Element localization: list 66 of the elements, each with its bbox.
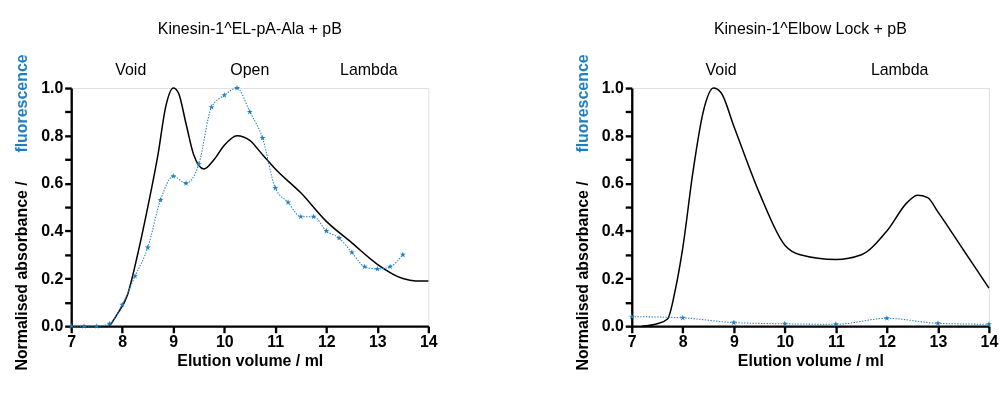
y-tick-label: 0.0: [601, 317, 624, 335]
point: [285, 199, 292, 205]
point: [106, 320, 113, 327]
y-tick-label: 0.6: [41, 174, 64, 192]
text: Lambda: [340, 60, 398, 78]
x-tick-label: 11: [827, 333, 845, 351]
y-tick-label: 0.6: [601, 174, 624, 192]
y-tick-label: 0.2: [41, 269, 64, 287]
text: Normalised absorbance / fluorescence: [13, 54, 31, 371]
x-tick-label: 10: [776, 333, 795, 351]
y-tick-label: 1.0: [41, 79, 64, 97]
text: Open: [230, 60, 270, 78]
y-tick-label: 0.4: [601, 222, 624, 240]
point: [81, 323, 87, 329]
point: [259, 134, 266, 141]
x-tick-label: 8: [678, 333, 688, 351]
point: [195, 161, 202, 167]
point: [387, 263, 394, 270]
point: [985, 321, 992, 327]
point: [310, 213, 317, 220]
x-tick-label: 9: [169, 333, 179, 351]
y-tick-label: 0.4: [41, 222, 64, 240]
point: [374, 265, 381, 272]
y-tick-label: 0.0: [41, 317, 64, 335]
x-tick-label: 14: [980, 333, 999, 351]
point: [234, 84, 241, 91]
point: [144, 244, 151, 251]
chart-title: Kinesin-1^EL-pA-Ala + pB: [157, 19, 342, 37]
text: Lambda: [870, 60, 929, 78]
x-tick-label: 11: [267, 333, 285, 351]
point: [221, 92, 228, 98]
chart-title: Kinesin-1^Elbow Lock + pB: [713, 19, 907, 37]
x-axis-title: Elution volume / ml: [177, 352, 324, 370]
y-tick-label: 0.2: [601, 269, 624, 287]
point: [272, 184, 279, 191]
point: [157, 196, 164, 203]
y-tick-label: 0.8: [41, 126, 64, 144]
x-tick-label: 8: [118, 333, 128, 351]
x-tick-label: 14: [419, 333, 438, 351]
y-tick-label: 1.0: [601, 79, 624, 97]
point: [348, 249, 355, 255]
x-tick-label: 12: [317, 333, 336, 351]
point: [183, 180, 190, 186]
x-tick-label: 9: [729, 333, 739, 351]
x-axis-title: Elution volume / ml: [737, 352, 884, 370]
y-tick-label: 0.8: [601, 126, 624, 144]
text: Normalised absorbance / fluorescence: [573, 54, 591, 371]
point: [119, 301, 126, 308]
text: Void: [705, 60, 737, 78]
x-tick-label: 7: [627, 333, 637, 351]
point: [336, 234, 343, 241]
x-tick-label: 12: [878, 333, 897, 351]
text: Void: [115, 60, 147, 78]
point: [208, 103, 215, 110]
point: [323, 227, 330, 234]
point: [832, 321, 839, 327]
point: [93, 323, 100, 329]
point: [934, 320, 941, 326]
x-tick-label: 7: [67, 333, 77, 351]
point: [628, 313, 635, 320]
point: [132, 273, 138, 279]
x-tick-label: 13: [368, 333, 387, 351]
x-tick-label: 10: [215, 333, 234, 351]
point: [883, 315, 890, 321]
point: [170, 173, 177, 179]
x-tick-label: 13: [929, 333, 948, 351]
